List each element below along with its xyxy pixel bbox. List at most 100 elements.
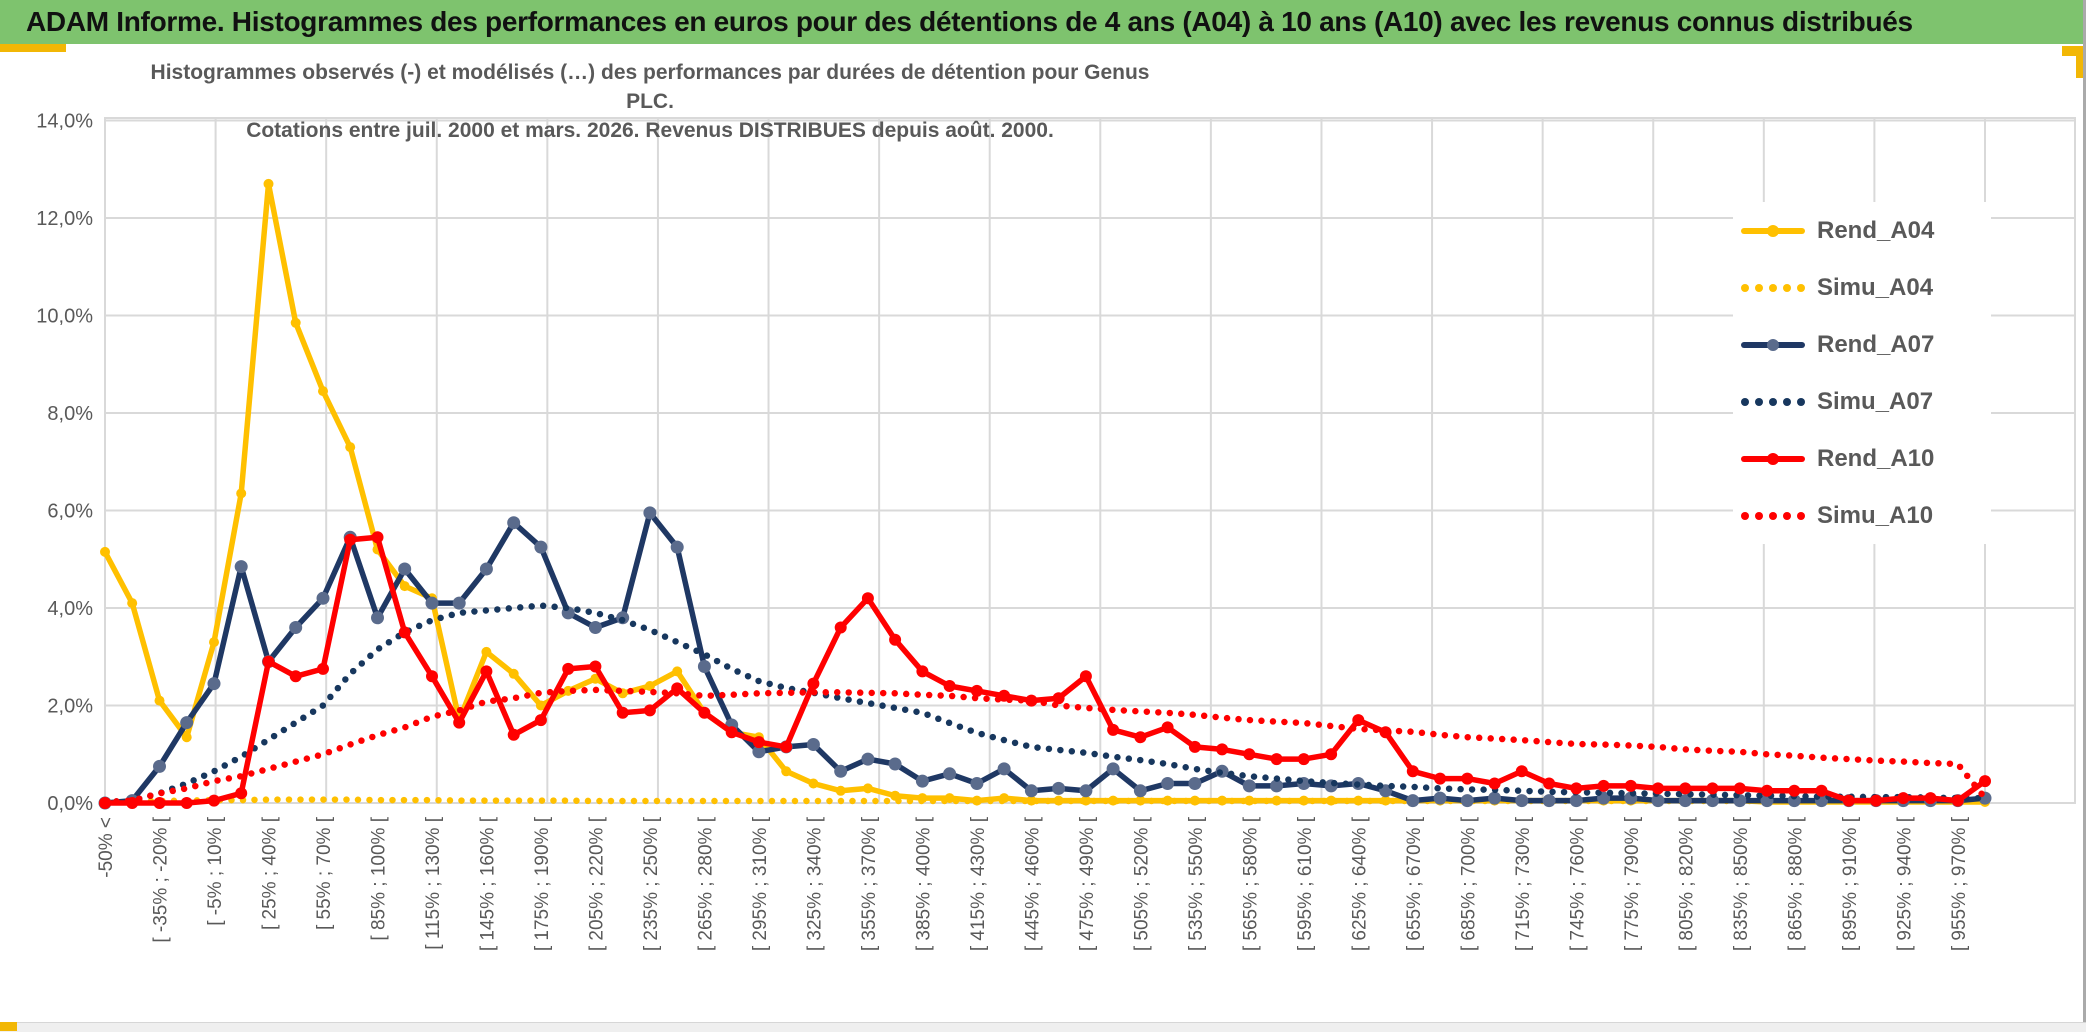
x-axis-tick-label: [ 205% ; 220% [ — [586, 816, 607, 951]
x-axis-tick-label: [ 835% ; 850% [ — [1731, 816, 1752, 951]
legend-label: Simu_A10 — [1817, 501, 1934, 529]
x-axis-tick-label: [ 475% ; 490% [ — [1077, 816, 1098, 951]
chart-title: Histogrammes observés (-) et modélisés (… — [150, 58, 1150, 145]
legend-item-simu-a04[interactable]: Simu_A04 — [1733, 259, 1991, 316]
gold-accent-top-right-vertical — [2076, 46, 2086, 78]
data-point-marker — [1244, 795, 1255, 806]
data-point-marker — [153, 797, 166, 809]
data-point-marker — [290, 317, 301, 328]
data-point-marker — [1706, 782, 1719, 795]
x-axis-tick-label: [ 325% ; 340% [ — [804, 816, 825, 951]
x-axis-tick-label: [ 85% ; 100% [ — [368, 816, 389, 940]
data-point-marker — [318, 386, 328, 397]
data-point-marker — [425, 596, 439, 610]
legend-item-rend-a07[interactable]: Rend_A07 — [1733, 316, 1991, 373]
data-point-marker — [1788, 784, 1801, 797]
x-axis-tick-label: [ 415% ; 430% [ — [968, 816, 989, 951]
solid-line — [102, 534, 1988, 806]
data-point-marker — [1242, 779, 1256, 793]
legend-item-simu-a10[interactable]: Simu_A10 — [1733, 487, 1991, 544]
legend-label: Simu_A07 — [1817, 387, 1934, 415]
data-point-marker — [861, 592, 874, 605]
legend-label: Rend_A10 — [1817, 444, 1935, 472]
legend-label: Rend_A04 — [1817, 216, 1935, 244]
data-point-marker — [507, 516, 521, 530]
y-axis-tick-label: 6,0% — [47, 501, 93, 523]
data-point-marker — [1188, 777, 1202, 790]
x-axis-tick-label: [ 925% ; 940% [ — [1894, 816, 1915, 951]
data-point-marker — [153, 759, 166, 773]
x-axis-tick-label: [ 865% ; 880% [ — [1785, 816, 1806, 951]
data-point-marker — [398, 562, 412, 576]
x-axis-tick-label: [ 895% ; 910% [ — [1840, 816, 1861, 951]
data-point-marker — [209, 637, 219, 648]
data-point-marker — [1161, 721, 1174, 734]
data-point-marker — [1515, 765, 1528, 778]
data-point-marker — [479, 562, 493, 576]
data-point-marker — [453, 716, 466, 729]
data-point-marker — [835, 785, 846, 796]
data-point-marker — [1107, 723, 1120, 736]
header-title: ADAM Informe. Histogrammes des performan… — [26, 6, 1913, 37]
y-axis-tick-label: 12,0% — [36, 208, 93, 230]
data-point-marker — [127, 598, 138, 609]
data-point-marker — [1079, 670, 1092, 683]
data-point-marker — [534, 714, 547, 727]
data-point-marker — [1569, 794, 1583, 808]
data-point-marker — [1651, 794, 1665, 808]
data-point-marker — [181, 732, 192, 743]
data-point-marker — [697, 660, 711, 673]
data-point-marker — [535, 700, 546, 711]
data-point-marker — [1951, 794, 1964, 807]
data-point-marker — [781, 766, 792, 777]
data-point-marker — [235, 787, 248, 800]
gold-accent-bottom-left — [0, 1022, 17, 1031]
data-point-marker — [1570, 782, 1583, 795]
data-point-marker — [834, 764, 848, 778]
series-Rend_A10 — [99, 531, 1991, 809]
rend-a10-line-icon — [1741, 452, 1805, 465]
data-point-marker — [1679, 782, 1692, 795]
data-point-marker — [808, 778, 819, 789]
legend-label: Simu_A04 — [1817, 273, 1934, 301]
series-Simu_A07 — [101, 602, 1989, 806]
data-point-marker — [236, 488, 247, 499]
gold-accent-top-left — [0, 44, 66, 52]
data-point-marker — [588, 621, 602, 634]
data-point-marker — [1515, 794, 1529, 808]
chart-title-line1: Histogrammes observés (-) et modélisés (… — [150, 61, 1150, 113]
x-axis-tick-label: [ 505% ; 520% [ — [1131, 816, 1152, 951]
data-point-marker — [1024, 784, 1038, 798]
data-point-marker — [426, 670, 438, 683]
legend-item-simu-a07[interactable]: Simu_A07 — [1733, 373, 1991, 430]
window-right-edge — [2083, 0, 2086, 1031]
data-point-marker — [563, 685, 574, 696]
legend-item-rend-a10[interactable]: Rend_A10 — [1733, 430, 1991, 487]
data-point-marker — [644, 681, 655, 691]
x-axis-tick-label: [ 775% ; 790% [ — [1622, 816, 1643, 951]
data-point-marker — [508, 668, 519, 679]
dotted-line — [101, 686, 1989, 806]
data-point-marker — [371, 611, 384, 625]
data-point-marker — [1106, 762, 1120, 776]
data-point-marker — [262, 655, 275, 668]
data-point-marker — [861, 752, 875, 766]
x-axis-tick-label: [ 445% ; 460% [ — [1022, 816, 1043, 951]
data-point-marker — [1052, 781, 1066, 795]
data-point-marker — [1488, 777, 1501, 790]
x-axis-tick-label: [ 535% ; 550% [ — [1186, 816, 1207, 951]
x-axis-tick-label: [ 745% ; 760% [ — [1567, 816, 1588, 951]
data-point-marker — [1161, 777, 1175, 790]
rend-a07-line-icon — [1741, 338, 1805, 351]
x-axis-tick-label: [ 55% ; 70% [ — [314, 816, 335, 930]
y-axis-tick-label: 2,0% — [47, 696, 93, 718]
data-point-marker — [1270, 779, 1284, 793]
series-Simu_A10 — [101, 686, 1989, 806]
horizontal-scrollbar-track[interactable] — [0, 1022, 2086, 1032]
data-point-marker — [1406, 765, 1419, 778]
data-point-marker — [1216, 743, 1229, 756]
y-axis-tick-label: 14,0% — [36, 111, 93, 133]
legend-item-rend-a04[interactable]: Rend_A04 — [1733, 202, 1991, 259]
data-point-marker — [154, 695, 165, 706]
data-point-marker — [480, 665, 493, 678]
